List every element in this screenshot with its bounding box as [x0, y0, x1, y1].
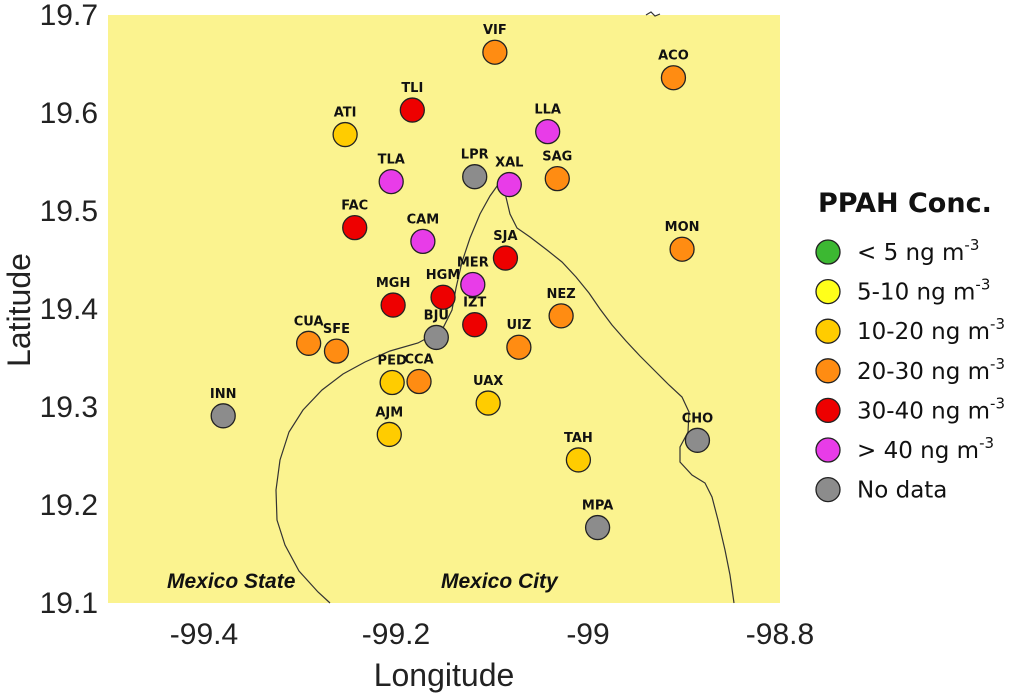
station-marker-sfe: [323, 338, 350, 364]
y-axis-title: Latitude: [1, 253, 37, 367]
station-label-tah: TAH: [564, 431, 593, 446]
y-tick-label: 19.7: [40, 0, 98, 32]
x-axis-ticks: -99.4 -99.2 -99 -98.8: [170, 618, 814, 651]
station-marker-ped: [379, 369, 405, 396]
legend-item-label: No data: [857, 478, 947, 504]
station-label-mpa: MPA: [582, 499, 613, 514]
station-label-ajm: AJM: [375, 405, 403, 420]
station-marker-lla: [535, 118, 561, 145]
station-marker-cua: [295, 330, 322, 356]
station-marker-ati: [332, 121, 358, 148]
station-marker-cca: [406, 368, 432, 395]
y-axis-ticks: 19.7 19.6 19.5 19.4 19.3 19.2 19.1: [40, 0, 98, 620]
legend-item-label: > 40 ng m-3: [857, 434, 994, 464]
station-label-cua: CUA: [294, 314, 324, 329]
station-label-sag: SAG: [542, 150, 572, 165]
station-marker-mer: [460, 271, 486, 298]
x-axis-title: Longitude: [374, 657, 515, 693]
station-marker-fac: [342, 215, 368, 241]
station-label-ped: PED: [378, 354, 407, 369]
y-tick-label: 19.3: [40, 391, 98, 424]
x-tick-label: -98.8: [746, 618, 814, 651]
legend-swatch: [815, 318, 841, 344]
station-label-mgh: MGH: [376, 276, 411, 291]
station-marker-ajm: [376, 421, 402, 448]
boundary-lines: [275, 11, 735, 604]
station-label-uax: UAX: [473, 374, 503, 389]
station-marker-uiz: [506, 334, 532, 360]
station-markers: VIF ACO TLI ATI LLA TLA LPR XAL SAG FAC CAM MON SJA M…: [210, 23, 713, 541]
station-label-cca: CCA: [404, 353, 433, 368]
legend-swatch: [815, 476, 841, 503]
station-label-sfe: SFE: [323, 322, 350, 337]
x-tick-label: -99.4: [170, 618, 238, 651]
station-label-vif: VIF: [483, 23, 507, 38]
legend-swatch: [815, 239, 841, 265]
legend-swatch: [815, 278, 841, 305]
station-label-sja: SJA: [493, 229, 517, 244]
station-label-mon: MON: [665, 220, 700, 235]
station-label-fac: FAC: [341, 199, 368, 214]
station-label-tli: TLI: [401, 81, 423, 96]
y-tick-label: 19.5: [40, 195, 98, 228]
station-marker-lpr: [462, 164, 488, 190]
station-marker-sag: [544, 166, 570, 192]
legend: PPAH Conc. < 5 ng m-3 5-10 ng m-3 10-20 ng…: [815, 188, 1005, 504]
station-marker-tla: [378, 168, 404, 195]
legend-item-label: 20-30 ng m-3: [857, 355, 1005, 385]
station-label-aco: ACO: [658, 49, 689, 64]
y-tick-label: 19.2: [40, 489, 98, 522]
station-label-mer: MER: [457, 256, 489, 271]
y-tick-label: 19.6: [40, 97, 98, 130]
station-label-cho: CHO: [682, 411, 713, 426]
station-label-nez: NEZ: [547, 287, 576, 302]
station-marker-nez: [548, 303, 574, 329]
legend-title: PPAH Conc.: [818, 188, 992, 219]
station-label-uiz: UIZ: [506, 318, 531, 333]
station-marker-mon: [669, 236, 695, 262]
station-marker-mgh: [380, 292, 406, 318]
station-label-lpr: LPR: [461, 148, 489, 163]
station-label-tla: TLA: [378, 153, 405, 168]
station-label-hgm: HGM: [426, 268, 461, 283]
y-tick-label: 19.4: [40, 293, 98, 326]
station-marker-tli: [399, 97, 425, 123]
legend-item-label: 30-40 ng m-3: [857, 394, 1005, 424]
legend-item-label: < 5 ng m-3: [857, 236, 979, 266]
legend-item-label: 5-10 ng m-3: [857, 276, 990, 306]
station-marker-cho: [684, 427, 711, 453]
station-marker-bju: [423, 324, 449, 351]
station-label-ati: ATI: [334, 106, 357, 121]
y-tick-label: 19.1: [40, 587, 98, 620]
mexico-city-boundary: [275, 180, 735, 604]
legend-swatch: [815, 358, 841, 384]
station-marker-cam: [410, 228, 436, 255]
station-marker-uax: [475, 390, 501, 416]
station-marker-aco: [660, 65, 687, 91]
station-label-bju: BJU: [424, 308, 449, 323]
legend-swatch: [815, 437, 841, 463]
station-marker-vif: [482, 39, 508, 65]
station-marker-izt: [462, 312, 488, 338]
northern-boundary: [645, 11, 661, 17]
legend-item-label: 10-20 ng m-3: [857, 315, 1005, 345]
region-label-mexico-city: Mexico City: [441, 570, 559, 593]
legend-swatch: [815, 397, 841, 424]
station-label-lla: LLA: [534, 103, 561, 118]
station-label-izt: IZT: [463, 296, 486, 311]
station-marker-inn: [210, 403, 236, 429]
station-marker-mpa: [584, 514, 611, 541]
station-marker-xal: [496, 171, 522, 198]
station-marker-hgm: [430, 284, 456, 310]
station-marker-sja: [492, 245, 519, 271]
region-label-mexico-state: Mexico State: [167, 570, 296, 593]
station-label-xal: XAL: [495, 156, 523, 171]
x-tick-label: -99: [566, 618, 609, 651]
station-marker-tah: [565, 447, 592, 473]
station-label-inn: INN: [210, 387, 237, 402]
station-label-cam: CAM: [407, 212, 440, 227]
x-tick-label: -99.2: [362, 618, 430, 651]
